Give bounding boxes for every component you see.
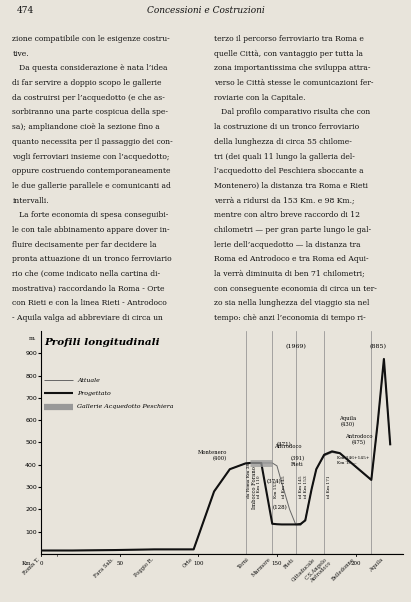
Text: 50: 50 bbox=[116, 560, 123, 565]
Text: la costruzione di un tronco ferroviario: la costruzione di un tronco ferroviario bbox=[214, 123, 359, 131]
Text: pronta attuazione di un tronco ferroviario: pronta attuazione di un tronco ferroviar… bbox=[12, 255, 172, 263]
Text: sa); ampliandone cioè la sezione fino a: sa); ampliandone cioè la sezione fino a bbox=[12, 123, 160, 131]
Text: Montenero) la distanza tra Roma e Rieti: Montenero) la distanza tra Roma e Rieti bbox=[214, 182, 368, 190]
Text: Imbocco Forano: Imbocco Forano bbox=[252, 467, 257, 509]
Text: id Km 171: id Km 171 bbox=[327, 476, 331, 498]
Text: Roma T.: Roma T. bbox=[23, 557, 41, 576]
Text: Antrodoco
(475): Antrodoco (475) bbox=[345, 433, 372, 445]
Text: Aquila: Aquila bbox=[368, 557, 384, 573]
Text: Km.: Km. bbox=[22, 560, 33, 565]
Text: Rieti: Rieti bbox=[283, 557, 296, 569]
Text: lerie dell’acquedotto — la distanza tra: lerie dell’acquedotto — la distanza tra bbox=[214, 241, 360, 249]
Text: 100: 100 bbox=[193, 560, 203, 565]
Text: le con tale abbinamento appare dover in-: le con tale abbinamento appare dover in- bbox=[12, 226, 170, 234]
Text: tempo: chè anzi l’economia di tempo ri-: tempo: chè anzi l’economia di tempo ri- bbox=[214, 314, 365, 322]
Text: Poggio R.: Poggio R. bbox=[133, 557, 154, 578]
Text: La forte economia di spesa conseguibi-: La forte economia di spesa conseguibi- bbox=[12, 211, 169, 219]
Text: le due gallerie parallele e comunicanti ad: le due gallerie parallele e comunicanti … bbox=[12, 182, 171, 190]
Text: mentre con altro breve raccordo di 12: mentre con altro breve raccordo di 12 bbox=[214, 211, 360, 219]
Text: Profili longitudinali: Profili longitudinali bbox=[44, 338, 160, 347]
Text: della lunghezza di circa 55 chilome-: della lunghezza di circa 55 chilome- bbox=[214, 138, 351, 146]
Text: Terni: Terni bbox=[237, 557, 250, 570]
Text: Concessioni e Costruzioni: Concessioni e Costruzioni bbox=[147, 7, 264, 16]
Text: da costruirsi per l’acquedotto (e che as-: da costruirsi per l’acquedotto (e che as… bbox=[12, 94, 165, 102]
Text: verso le Città stesse le comunicazioni fer-: verso le Città stesse le comunicazioni f… bbox=[214, 79, 373, 87]
Text: Marmore: Marmore bbox=[251, 557, 272, 578]
Text: m.: m. bbox=[29, 335, 37, 341]
Text: roviarie con la Capitale.: roviarie con la Capitale. bbox=[214, 94, 305, 102]
Text: tri (dei quali 11 lungo la galleria del-: tri (dei quali 11 lungo la galleria del- bbox=[214, 152, 355, 161]
Text: da Roma Km 38: da Roma Km 38 bbox=[247, 463, 251, 498]
Text: verrà a ridursi da 153 Km. e 98 Km.;: verrà a ridursi da 153 Km. e 98 Km.; bbox=[214, 196, 354, 205]
Text: 474: 474 bbox=[16, 7, 34, 16]
Text: oppure costruendo contemporaneamente: oppure costruendo contemporaneamente bbox=[12, 167, 171, 175]
Text: C.S.Angelo
Antrodoco: C.S.Angelo Antrodoco bbox=[304, 557, 332, 585]
Text: Fara Sab.: Fara Sab. bbox=[93, 557, 115, 579]
Text: (885): (885) bbox=[369, 344, 386, 350]
Text: mostrativa) raccordando la Roma - Orte: mostrativa) raccordando la Roma - Orte bbox=[12, 285, 165, 293]
Text: (1969): (1969) bbox=[285, 344, 306, 350]
Text: tive.: tive. bbox=[12, 50, 29, 58]
Text: Antrodoco: Antrodoco bbox=[274, 444, 301, 449]
Text: Attuale: Attuale bbox=[77, 377, 100, 383]
Text: l’acquedotto del Peschiera sboccante a: l’acquedotto del Peschiera sboccante a bbox=[214, 167, 363, 175]
Text: Gallerie Acquedotto Peschiera: Gallerie Acquedotto Peschiera bbox=[77, 405, 174, 409]
Text: Progettato: Progettato bbox=[77, 391, 111, 396]
Text: id Km 110: id Km 110 bbox=[256, 476, 261, 498]
Text: 0: 0 bbox=[39, 560, 43, 565]
Text: id Km 145
id Km 153: id Km 145 id Km 153 bbox=[299, 476, 307, 498]
Text: con Rieti e con la linea Rieti - Antrodoco: con Rieti e con la linea Rieti - Antrodo… bbox=[12, 299, 167, 307]
Text: - Aquila valga ad abbreviare di circa un: - Aquila valga ad abbreviare di circa un bbox=[12, 314, 163, 322]
Text: intervalli.: intervalli. bbox=[12, 196, 49, 205]
Text: zona importantissima che sviluppa attra-: zona importantissima che sviluppa attra- bbox=[214, 64, 370, 72]
Text: di far servire a doppio scopo le gallerie: di far servire a doppio scopo le galleri… bbox=[12, 79, 162, 87]
Text: quelle Città, con vantaggio per tutta la: quelle Città, con vantaggio per tutta la bbox=[214, 50, 363, 58]
Text: Km 346+145+
Km Tc —: Km 346+145+ Km Tc — bbox=[337, 456, 369, 465]
Text: con conseguente economia di circa un ter-: con conseguente economia di circa un ter… bbox=[214, 285, 376, 293]
Text: 200: 200 bbox=[350, 560, 361, 565]
Text: (374): (374) bbox=[266, 479, 281, 483]
Text: Belledonne: Belledonne bbox=[331, 557, 356, 582]
Text: Da questa considerazione è nata l’idea: Da questa considerazione è nata l’idea bbox=[12, 64, 168, 72]
Text: Dal profilo comparativo risulta che con: Dal profilo comparativo risulta che con bbox=[214, 108, 370, 116]
Text: zo sia nella lunghezza del viaggio sia nel: zo sia nella lunghezza del viaggio sia n… bbox=[214, 299, 369, 307]
Text: (391)
Rieti: (391) Rieti bbox=[290, 456, 305, 467]
Text: 150: 150 bbox=[272, 560, 282, 565]
Text: Orte: Orte bbox=[182, 557, 194, 569]
Text: zione compatibile con le esigenze costru-: zione compatibile con le esigenze costru… bbox=[12, 35, 170, 43]
Text: la verrà diminuita di ben 71 chilometri;: la verrà diminuita di ben 71 chilometri; bbox=[214, 270, 365, 278]
Text: Roma ed Antrodoco e tra Roma ed Aqui-: Roma ed Antrodoco e tra Roma ed Aqui- bbox=[214, 255, 368, 263]
Text: Km 153: Km 153 bbox=[274, 481, 278, 498]
Text: (128): (128) bbox=[273, 505, 288, 510]
Text: sorbiranno una parte cospicua della spe-: sorbiranno una parte cospicua della spe- bbox=[12, 108, 169, 116]
Text: Montenero
(400): Montenero (400) bbox=[197, 450, 226, 461]
Text: rio che (come indicato nella cartina di-: rio che (come indicato nella cartina di- bbox=[12, 270, 160, 278]
Text: vogli ferroviari insieme con l’acquedotto;: vogli ferroviari insieme con l’acquedott… bbox=[12, 152, 170, 161]
Text: terzo il percorso ferroviario tra Roma e: terzo il percorso ferroviario tra Roma e bbox=[214, 35, 364, 43]
Text: Cittaducale: Cittaducale bbox=[291, 557, 316, 582]
Text: chilometri — per gran parte lungo le gal-: chilometri — per gran parte lungo le gal… bbox=[214, 226, 371, 234]
Text: fluire decisamente per far decidere la: fluire decisamente per far decidere la bbox=[12, 241, 157, 249]
Text: quanto necessita per il passaggio dei con-: quanto necessita per il passaggio dei co… bbox=[12, 138, 173, 146]
Text: (471): (471) bbox=[277, 442, 292, 447]
Text: Aquila
(430): Aquila (430) bbox=[339, 416, 356, 427]
Text: id Km 145: id Km 145 bbox=[282, 476, 286, 498]
